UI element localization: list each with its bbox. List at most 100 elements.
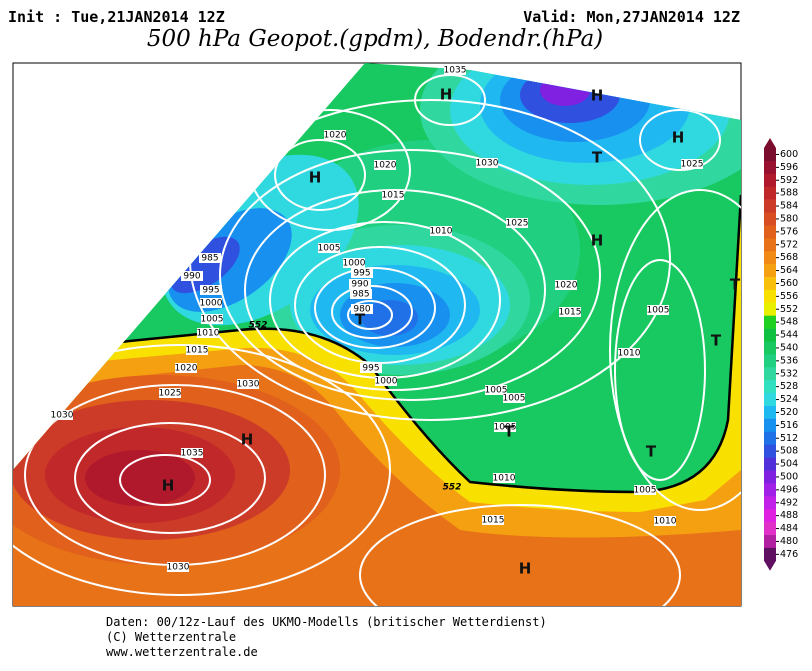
colorbar-swatch bbox=[764, 509, 776, 523]
label-box bbox=[200, 298, 222, 308]
label-box bbox=[351, 304, 373, 314]
isobar-label: 1000 bbox=[375, 377, 398, 387]
isobar-label: 1015 bbox=[559, 308, 582, 318]
pressure-center: H bbox=[672, 129, 685, 147]
colorbar-swatch bbox=[764, 393, 776, 407]
colorbar-label: 488 bbox=[780, 510, 798, 521]
colorbar-swatch bbox=[764, 470, 776, 484]
colorbar-swatch bbox=[764, 225, 776, 239]
isobar-label: 1025 bbox=[681, 160, 704, 170]
isobar-label: 980 bbox=[353, 305, 370, 315]
colorbar-label: 532 bbox=[780, 368, 798, 379]
contour-label: 552 bbox=[249, 321, 268, 331]
pressure-center: H bbox=[591, 87, 604, 105]
isobar-label: 1020 bbox=[555, 281, 578, 291]
colorbar-label: 516 bbox=[780, 420, 798, 431]
label-box bbox=[201, 314, 223, 324]
isobars bbox=[13, 74, 741, 606]
footer-line: (C) Wetterzentrale bbox=[106, 630, 236, 644]
colorbar-swatch bbox=[764, 483, 776, 497]
isobar-label: 1005 bbox=[647, 306, 670, 316]
isobar-label: 995 bbox=[353, 269, 370, 279]
colorbar-label: 596 bbox=[780, 162, 798, 173]
label-box bbox=[382, 190, 404, 200]
label-box bbox=[350, 289, 372, 299]
label-box bbox=[318, 243, 340, 253]
colorbar-swatch bbox=[764, 496, 776, 510]
colorbar-label: 492 bbox=[780, 497, 798, 508]
colorbar-label: 564 bbox=[780, 265, 798, 276]
label-box bbox=[444, 65, 466, 75]
isobar-label: 1005 bbox=[634, 486, 657, 496]
label-box bbox=[186, 345, 208, 355]
colorbar-label: 536 bbox=[780, 355, 798, 366]
label-box bbox=[181, 448, 203, 458]
label-box bbox=[559, 307, 581, 317]
colorbar-label: 540 bbox=[780, 342, 798, 353]
label-box bbox=[654, 516, 676, 526]
colorbar-label: 552 bbox=[780, 304, 798, 315]
label-box bbox=[360, 363, 382, 373]
label-box bbox=[482, 515, 504, 525]
colorbar-swatch bbox=[764, 199, 776, 213]
isobar-label: 1010 bbox=[618, 349, 641, 359]
colorbar-label: 568 bbox=[780, 252, 798, 263]
footer-line: www.wetterzentrale.de bbox=[106, 645, 258, 659]
isobar-label: 1005 bbox=[485, 386, 508, 396]
isobar-label: 1035 bbox=[444, 66, 467, 76]
label-box bbox=[200, 285, 222, 295]
label-box bbox=[430, 226, 452, 236]
pressure-center: T bbox=[711, 332, 722, 350]
pressure-center: T bbox=[592, 149, 603, 167]
label-box bbox=[485, 385, 507, 395]
colorbar-swatch bbox=[764, 186, 776, 200]
colorbar-swatch bbox=[764, 522, 776, 536]
isobar-label: 1015 bbox=[382, 191, 405, 201]
isobar-label: 1005 bbox=[318, 244, 341, 254]
label-box bbox=[647, 305, 669, 315]
colorbar-swatch bbox=[764, 238, 776, 252]
colorbar-swatch bbox=[764, 341, 776, 355]
colorbar-label: 508 bbox=[780, 446, 798, 457]
label-box bbox=[494, 422, 516, 432]
isobar-label: 1020 bbox=[324, 131, 347, 141]
pressure-center: H bbox=[440, 86, 453, 104]
isobar-label: 1000 bbox=[343, 259, 366, 269]
label-box bbox=[181, 271, 203, 281]
label-box bbox=[476, 158, 498, 168]
contour-552 bbox=[13, 194, 741, 494]
isobar-label: 995 bbox=[202, 286, 219, 296]
label-box bbox=[618, 348, 640, 358]
isobar-label: 1015 bbox=[186, 346, 209, 356]
map-title: 500 hPa Geopot.(gpdm), Bodendr.(hPa) bbox=[147, 26, 603, 52]
colorbar-swatch bbox=[764, 444, 776, 458]
colorbar-label: 476 bbox=[780, 549, 798, 560]
colorbar-swatch bbox=[764, 315, 776, 329]
colorbar-swatch bbox=[764, 251, 776, 265]
isobar-label: 985 bbox=[201, 254, 218, 264]
isobar-label: 1030 bbox=[51, 411, 74, 421]
label-box bbox=[555, 280, 577, 290]
label-box bbox=[324, 130, 346, 140]
colorbar-swatch bbox=[764, 328, 776, 342]
isobar-label: 1005 bbox=[494, 423, 517, 433]
label-box bbox=[199, 253, 221, 263]
colorbar-cap bbox=[764, 560, 776, 571]
label-box bbox=[167, 562, 189, 572]
colorbar-label: 500 bbox=[780, 471, 798, 482]
colorbar-cap bbox=[764, 138, 776, 148]
colorbar-label: 580 bbox=[780, 213, 798, 224]
colorbar-label: 584 bbox=[780, 201, 798, 212]
pressure-center: T bbox=[730, 276, 741, 294]
label-box bbox=[351, 268, 373, 278]
footer-line: Daten: 00/12z-Lauf des UKMO-Modells (bri… bbox=[106, 615, 547, 629]
colorbar-swatch bbox=[764, 264, 776, 278]
colorbar-label: 496 bbox=[780, 484, 798, 495]
label-box bbox=[159, 388, 181, 398]
isobar-label: 1010 bbox=[430, 227, 453, 237]
colorbar-label: 556 bbox=[780, 291, 798, 302]
isobar-label: 1030 bbox=[476, 159, 499, 169]
colorbar-label: 504 bbox=[780, 459, 798, 470]
label-box bbox=[343, 258, 365, 268]
label-box bbox=[237, 379, 259, 389]
